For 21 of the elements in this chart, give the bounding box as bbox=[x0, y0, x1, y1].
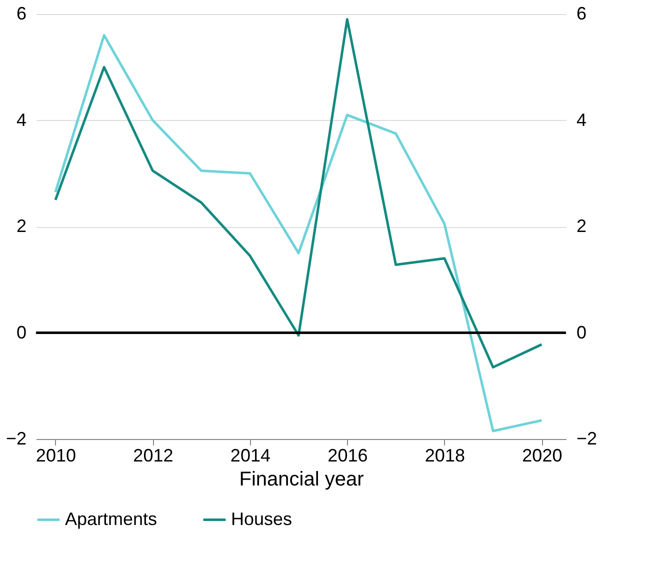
legend-label: Apartments bbox=[65, 508, 158, 529]
y-tick-label: 4 bbox=[16, 110, 26, 130]
y2-tick-label: 0 bbox=[576, 322, 587, 342]
y-tick-label: −2 bbox=[6, 428, 26, 448]
line-series bbox=[54, 18, 543, 369]
y-tick-label: 6 bbox=[16, 4, 26, 24]
line-series bbox=[54, 34, 543, 432]
x-tick-label: 2020 bbox=[522, 446, 562, 466]
x-tick-label: 2012 bbox=[133, 446, 174, 466]
x-tick-label: 2018 bbox=[424, 446, 465, 466]
x-tick-label: 2014 bbox=[230, 446, 270, 466]
x-tick-label: 2010 bbox=[36, 446, 76, 466]
y2-tick-label: 6 bbox=[576, 4, 587, 24]
legend-label: Houses bbox=[231, 508, 292, 529]
x-axis-title: Financial year bbox=[239, 468, 364, 490]
y2-tick-label: −2 bbox=[576, 428, 598, 448]
y2-tick-label: 4 bbox=[576, 110, 587, 130]
y-tick-label: 0 bbox=[16, 322, 26, 342]
x-tick-label: 2016 bbox=[328, 446, 368, 466]
y2-tick-label: 2 bbox=[576, 216, 587, 236]
y-tick-label: 2 bbox=[16, 216, 26, 236]
